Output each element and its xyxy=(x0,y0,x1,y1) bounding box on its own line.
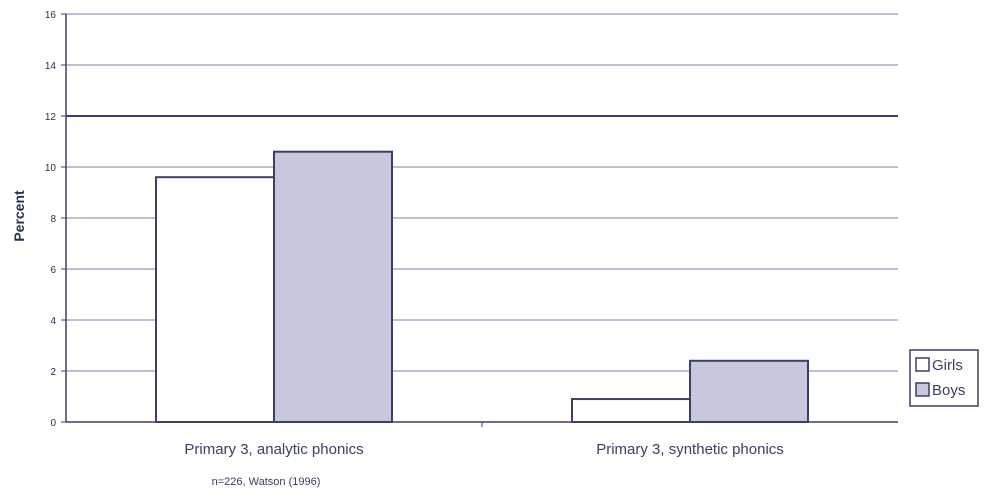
bar-boys-0 xyxy=(273,150,393,423)
legend-swatch-girls xyxy=(915,357,930,372)
bar-boys-1 xyxy=(689,359,809,423)
x-category-labels: Primary 3, analytic phonics Primary 3, sy… xyxy=(184,422,784,458)
legend-swatch-boys xyxy=(915,382,930,397)
y-tick-label: 16 xyxy=(45,10,57,21)
y-tick-label: 14 xyxy=(45,61,57,72)
legend-label-boys: Boys xyxy=(932,382,965,399)
y-tick-label: 12 xyxy=(45,112,57,123)
y-tick-label: 0 xyxy=(50,418,56,429)
y-tick-label: 2 xyxy=(50,367,56,378)
x-category-label: Primary 3, analytic phonics xyxy=(184,441,363,458)
bars xyxy=(155,150,809,423)
x-category-label: Primary 3, synthetic phonics xyxy=(596,441,784,458)
bar-girls-1 xyxy=(571,398,691,423)
y-tick-label: 4 xyxy=(50,316,56,327)
y-axis-label: Percent xyxy=(11,190,27,242)
sample-note: n=226, Watson (1996) xyxy=(212,476,321,488)
bar-girls-0 xyxy=(155,176,275,423)
legend: Girls Boys xyxy=(909,349,979,407)
y-tick-label: 8 xyxy=(50,214,56,225)
legend-label-girls: Girls xyxy=(932,357,963,374)
y-tick-labels: 0 2 4 6 8 10 12 14 16 xyxy=(45,10,57,429)
y-tick-label: 10 xyxy=(45,163,57,174)
y-tick-label: 6 xyxy=(50,265,56,276)
